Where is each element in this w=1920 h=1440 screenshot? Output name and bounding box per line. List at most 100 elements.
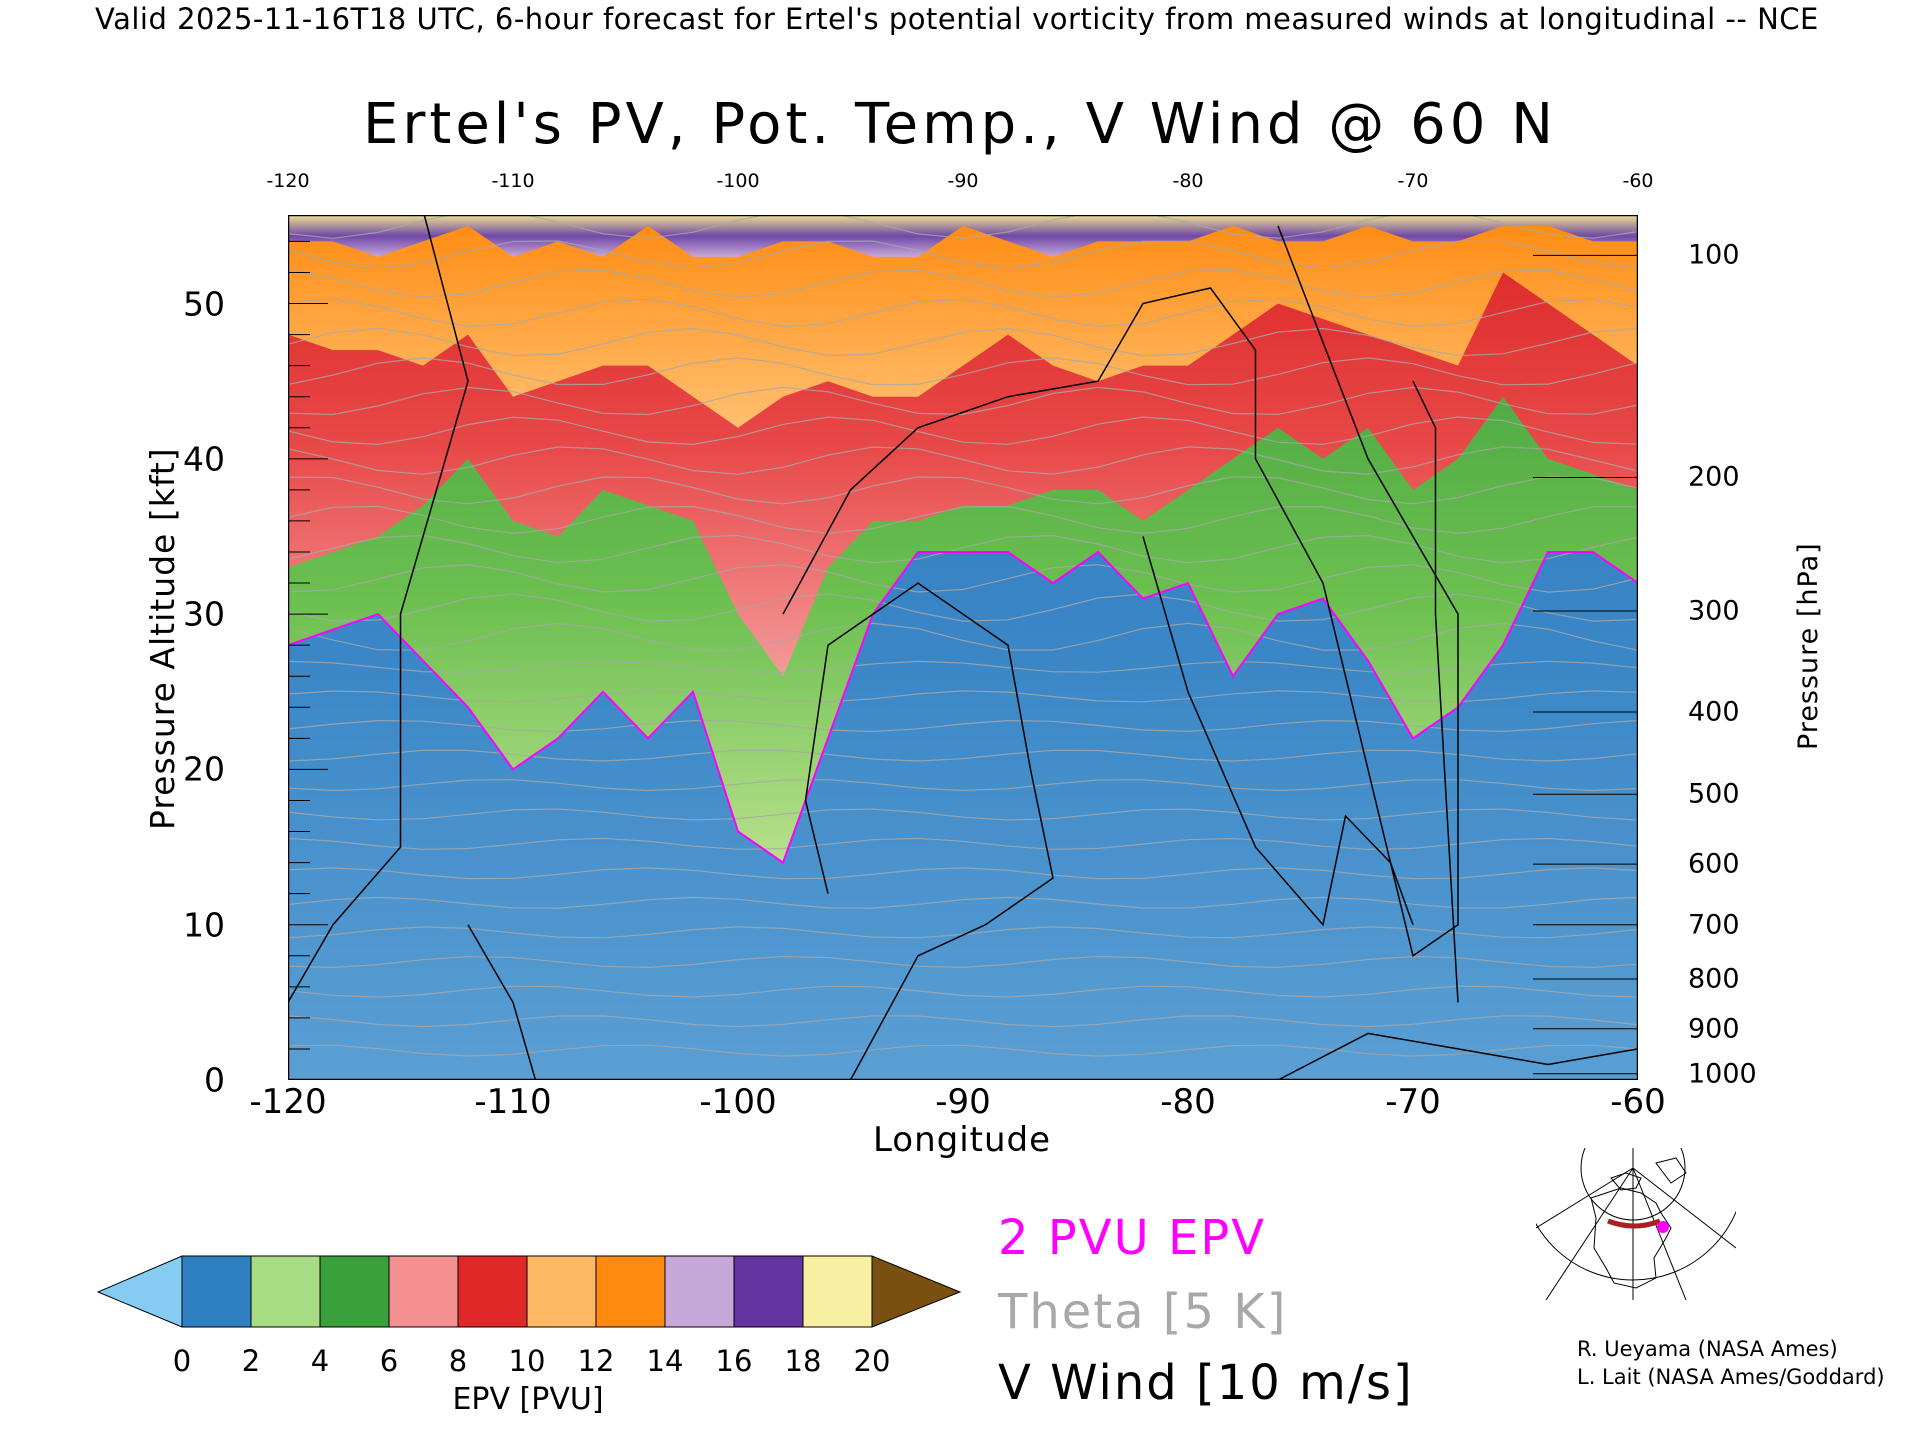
top-tick-label: -80: [1172, 170, 1204, 192]
x-tick-label: -90: [935, 1082, 991, 1122]
theta-contour: [288, 1015, 1638, 1028]
pressure-tick-label: 400: [1688, 696, 1740, 728]
colorbar-segment: [319, 1255, 390, 1328]
theta-contour: [288, 867, 1638, 880]
colorbar-tick-label: 8: [448, 1344, 468, 1378]
top-tick-label: -60: [1622, 170, 1654, 192]
top-tick-label: -120: [266, 170, 310, 192]
v-wind-contour: [1277, 1032, 1638, 1080]
colorbar-tick-label: 6: [379, 1344, 399, 1378]
theta-contour: [288, 660, 1638, 673]
pressure-tick-label: 100: [1688, 239, 1740, 271]
pressure-tick-label: 800: [1688, 963, 1740, 995]
x-tick-label: -120: [249, 1082, 327, 1122]
x-tick-label: -80: [1160, 1082, 1216, 1122]
v-wind-contour: [1142, 536, 1414, 927]
header-text: Valid 2025-11-16T18 UTC, 6-hour forecast…: [95, 2, 1819, 36]
locator-map: [1536, 1148, 1736, 1300]
theta-contour: [288, 416, 1638, 446]
theta-contour: [288, 896, 1638, 909]
credit-2: L. Lait (NASA Ames/Goddard): [1577, 1365, 1885, 1389]
colorbar-segment: [250, 1255, 321, 1328]
colorbar-tick-label: 2: [241, 1344, 261, 1378]
pv-band-10-14: [288, 215, 1638, 428]
chart-title: Ertel's PV, Pot. Temp., V Wind @ 60 N: [362, 92, 1558, 157]
theta-contour: [288, 505, 1638, 535]
colorbar-tick-label: 10: [508, 1344, 546, 1378]
y-tick-label: 50: [183, 284, 225, 324]
colorbar-label: EPV [PVU]: [452, 1382, 604, 1417]
theta-contour: [288, 327, 1638, 357]
y-tick-label: 20: [183, 749, 225, 789]
theta-contour: [288, 269, 1638, 298]
pressure-tick-label: 500: [1688, 778, 1740, 810]
legend-pv: 2 PVU EPV: [998, 1210, 1267, 1266]
pressure-tick-label: 600: [1688, 848, 1740, 880]
theta-contour: [288, 386, 1638, 416]
theta-contour: [288, 779, 1638, 792]
v-wind-contour: [804, 582, 1054, 1080]
plot-area: [288, 215, 1638, 1080]
colorbar-tick-label: 4: [310, 1344, 330, 1378]
credit-1: R. Ueyama (NASA Ames): [1577, 1337, 1838, 1361]
theta-contour: [288, 476, 1638, 505]
plot-frame: [288, 215, 1638, 1080]
top-tick-label: -90: [947, 170, 979, 192]
colorbar-segment: [733, 1255, 804, 1328]
pressure-tick-label: 700: [1688, 909, 1740, 941]
colorbar-segment: [526, 1255, 597, 1328]
top-tick-label: -100: [716, 170, 760, 192]
v-wind-contour: [288, 215, 469, 1003]
latitude-arc: [1607, 1218, 1661, 1229]
colorbar-over-triangle: [871, 1255, 962, 1328]
y-tick-label: 0: [204, 1060, 225, 1100]
colorbar-tick-label: 12: [577, 1344, 615, 1378]
colorbar-tick-label: 20: [853, 1344, 891, 1378]
pressure-tick-label: 200: [1688, 461, 1740, 493]
colorbar-segment: [595, 1255, 666, 1328]
location-dot: [1657, 1221, 1669, 1233]
theta-contour: [288, 563, 1638, 593]
colorbar-segment: [181, 1255, 252, 1328]
pressure-tick-label: 1000: [1688, 1058, 1757, 1090]
theta-contour: [288, 1044, 1638, 1057]
colorbar: [96, 1255, 962, 1328]
pressure-tick-label: 300: [1688, 595, 1740, 627]
top-tick-label: -110: [491, 170, 535, 192]
theta-contour: [288, 749, 1638, 762]
theta-contour: [288, 240, 1638, 269]
colorbar-under-triangle: [96, 1255, 183, 1328]
y2-axis-label: Pressure [hPa]: [1793, 542, 1824, 750]
theta-contour: [288, 690, 1638, 703]
colorbar-tick-label: 14: [646, 1344, 684, 1378]
y-tick-label: 40: [183, 439, 225, 479]
colorbar-segment: [457, 1255, 528, 1328]
theta-contour: [288, 298, 1638, 328]
theta-contour: [288, 837, 1638, 851]
top-tick-label: -70: [1397, 170, 1429, 192]
colorbar-tick-label: 16: [715, 1344, 753, 1378]
pressure-tick-label: 900: [1688, 1013, 1740, 1045]
v-wind-contour: [1412, 380, 1459, 1003]
x-tick-label: -60: [1610, 1082, 1666, 1122]
theta-contour: [288, 534, 1638, 564]
legend-wind: V Wind [10 m/s]: [998, 1355, 1414, 1411]
theta-contour: [288, 357, 1638, 386]
theta-contour: [288, 622, 1638, 651]
theta-contour: [288, 446, 1638, 475]
x-tick-label: -110: [474, 1082, 552, 1122]
colorbar-tick-label: 0: [172, 1344, 192, 1378]
y-tick-label: 30: [183, 594, 225, 634]
v-wind-contour: [467, 924, 537, 1080]
theta-contour: [288, 593, 1638, 622]
y-axis-label: Pressure Altitude [kft]: [143, 447, 182, 830]
x-tick-label: -100: [699, 1082, 777, 1122]
colorbar-tick-label: 18: [784, 1344, 822, 1378]
theta-contour: [288, 215, 1638, 239]
legend-theta: Theta [5 K]: [998, 1284, 1288, 1340]
theta-contour: [288, 985, 1638, 998]
theta-contour: [288, 719, 1638, 733]
pv2-contour: [288, 550, 1638, 865]
theta-contour: [288, 808, 1638, 821]
colorbar-segment: [388, 1255, 459, 1328]
